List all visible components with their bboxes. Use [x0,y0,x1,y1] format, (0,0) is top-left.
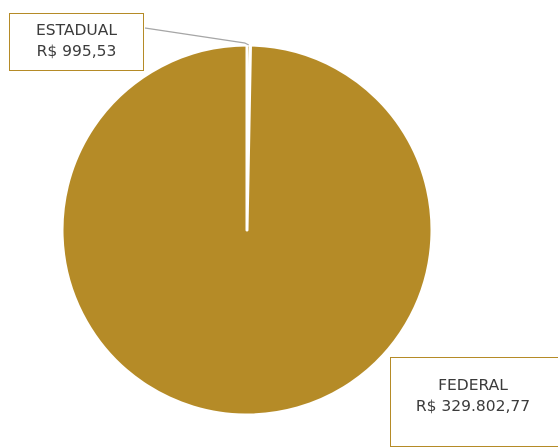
pie-slices [60,43,434,417]
slice-value-estadual: R$ 995,53 [36,42,117,60]
slice-label-estadual: ESTADUAL [35,21,118,39]
data-label-estadual: ESTADUAL R$ 995,53 [9,13,144,71]
slice-value-federal: R$ 329.802,77 [415,397,531,415]
leader-line-estadual [144,27,250,46]
pie-slice-federal [60,43,434,417]
data-label-federal: FEDERAL R$ 329.802,77 [390,357,558,447]
slice-label-federal: FEDERAL [438,376,508,394]
